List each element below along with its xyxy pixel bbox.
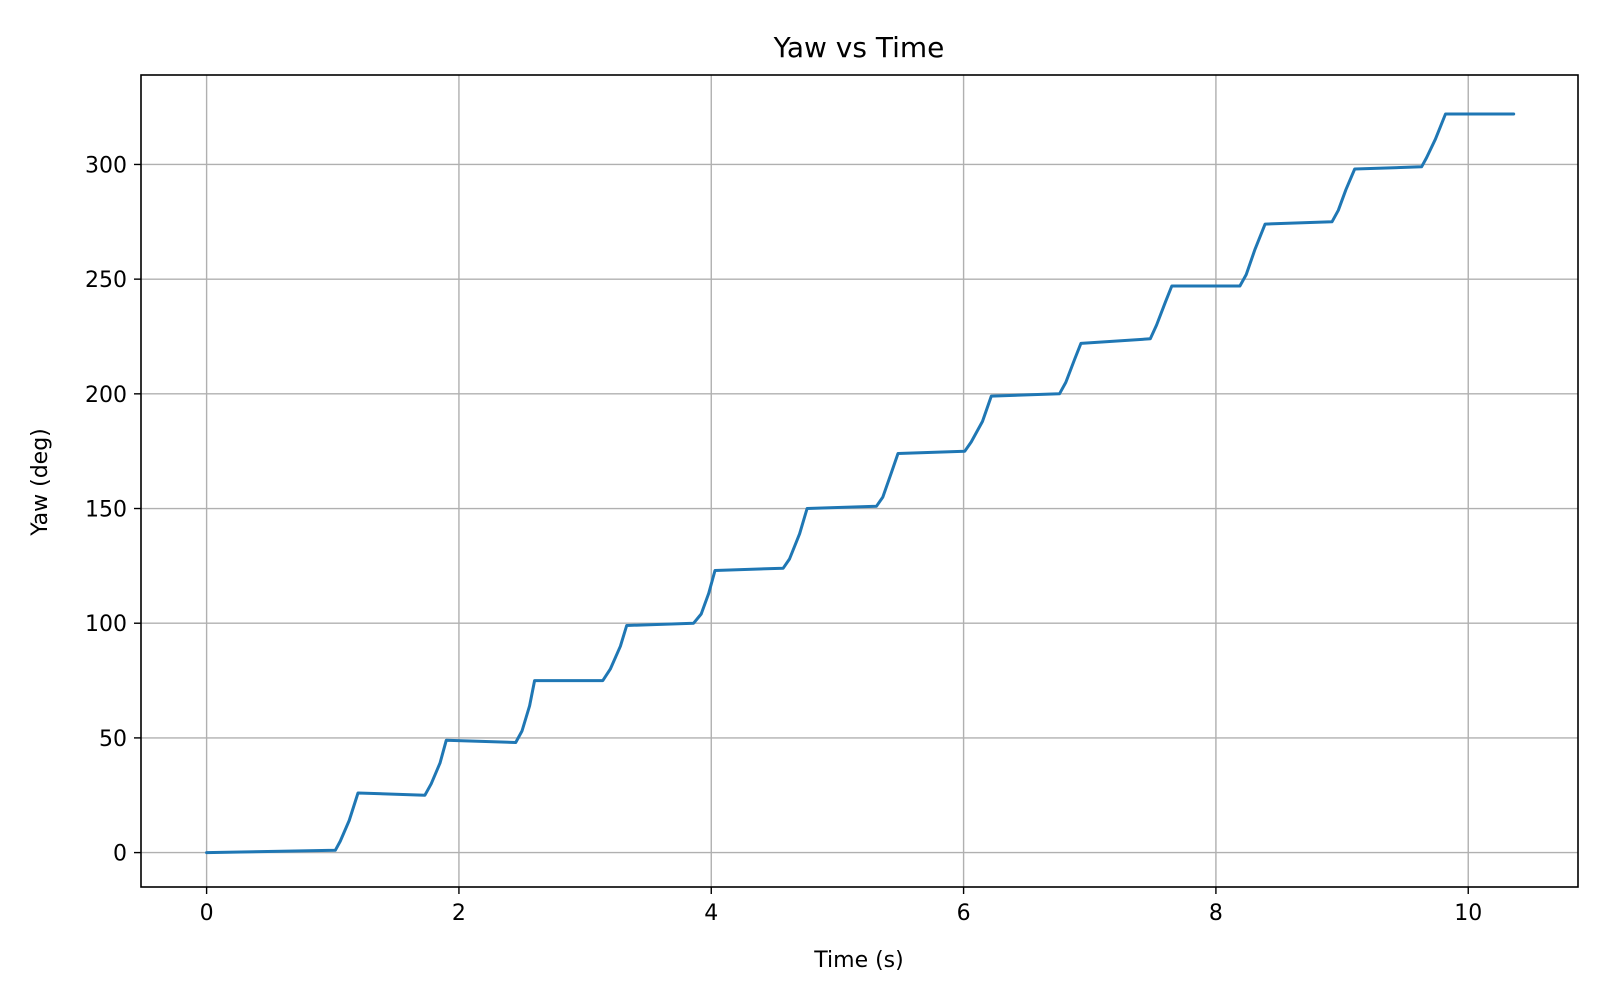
y-tick-label: 0 bbox=[113, 842, 127, 867]
y-tick-label: 100 bbox=[85, 612, 127, 637]
y-axis-ticks: 0 50 100 150 200 250 300 bbox=[85, 153, 141, 867]
x-tick-label: 6 bbox=[957, 901, 971, 926]
y-tick-label: 300 bbox=[85, 153, 127, 178]
y-tick-label: 250 bbox=[85, 268, 127, 293]
y-tick-label: 50 bbox=[99, 727, 127, 752]
x-tick-label: 2 bbox=[452, 901, 466, 926]
series-line-yaw bbox=[205, 112, 1516, 855]
y-axis-label: Yaw (deg) bbox=[28, 428, 53, 537]
y-tick-label: 150 bbox=[85, 498, 127, 523]
grid-lines bbox=[141, 75, 1578, 887]
x-tick-label: 0 bbox=[200, 901, 214, 926]
series-layer bbox=[205, 112, 1516, 855]
x-axis-ticks: 0 2 4 6 8 10 bbox=[200, 887, 1482, 926]
chart-title: Yaw vs Time bbox=[773, 31, 945, 64]
x-tick-label: 8 bbox=[1209, 901, 1223, 926]
y-tick-label: 200 bbox=[85, 383, 127, 408]
x-tick-label: 4 bbox=[704, 901, 718, 926]
x-tick-label: 10 bbox=[1454, 901, 1482, 926]
x-axis-label: Time (s) bbox=[813, 948, 903, 973]
plot-frame bbox=[140, 74, 1579, 888]
